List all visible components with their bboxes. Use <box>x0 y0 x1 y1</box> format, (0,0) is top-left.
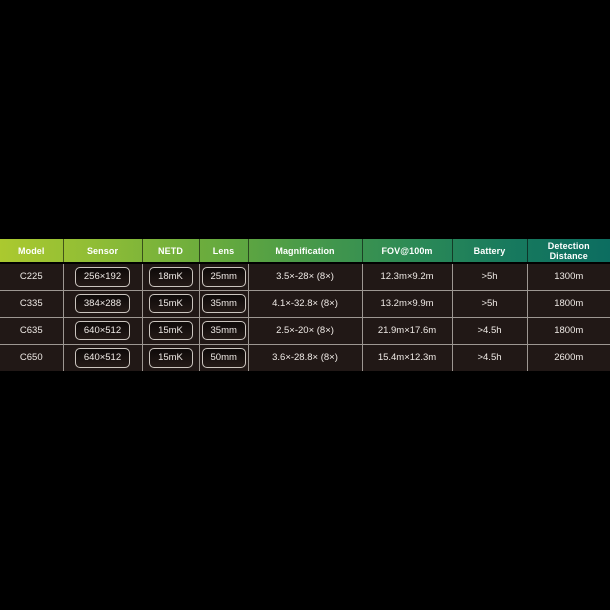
cell-model: C650 <box>0 343 64 371</box>
cell-detection-distance: 1300m <box>554 271 584 283</box>
sensor-value-chip: 640×512 <box>74 320 131 341</box>
cell-model: C335 <box>0 289 64 317</box>
cell-battery: >5h <box>452 263 528 290</box>
netd-value-chip: 18mK <box>148 267 193 287</box>
cell-sensor: 640×512 <box>63 316 143 344</box>
cell-model: C225 <box>0 263 64 290</box>
cell-netd: 15mK <box>142 316 200 344</box>
table-row-c225: C225 256×192 18mK 25mm 3.5×-28× (8×) 12.3m×9.… <box>0 263 610 290</box>
table-row-c650: C650 640×512 15mK 50mm 3.6×-28.8× (8×) 15.4m×… <box>0 343 610 371</box>
cell-lens: 35mm <box>199 289 249 317</box>
cell-fov-100m: 12.3m×9.2m <box>362 263 453 290</box>
cell-detection-distance: 2600m <box>527 343 610 371</box>
column-header-model: Model <box>0 239 64 263</box>
column-header-sensor: Sensor <box>63 239 143 263</box>
netd-value-chip: 15mK <box>148 348 193 368</box>
cell-sensor: 640×512 <box>63 343 143 371</box>
cell-magnification: 3.5×-28× (8×) <box>248 263 363 290</box>
cell-magnification: 3.6×-28.8× (8×) <box>248 343 363 371</box>
table-row-c635: C635 640×512 15mK 35mm 2.5×-20× (8×) 21.9m×17… <box>0 316 610 344</box>
netd-value-chip: 15mK <box>148 320 193 341</box>
cell-magnification: 4.1×-32.8× (8×) <box>248 289 363 317</box>
cell-detection-distance: 1800m <box>527 289 610 317</box>
cell-model: C635 <box>0 316 64 344</box>
sensor-value-chip: 384×288 <box>74 293 131 314</box>
sensor-value-chip: 640×512 <box>74 348 131 368</box>
lens-value-chip: 35mm <box>201 320 246 341</box>
column-header-detection-distance: Detection Distance <box>547 240 590 261</box>
sensor-value-chip: 256×192 <box>74 267 131 287</box>
cell-sensor: 256×192 <box>63 263 143 290</box>
cell-lens: 50mm <box>199 343 249 371</box>
cell-battery: >4.5h <box>452 343 528 371</box>
cell-fov-100m: 15.4m×12.3m <box>362 343 453 371</box>
product-spec-table: Model Sensor NETD Lens Magnification FOV@100m… <box>0 239 610 371</box>
column-header-fov-100m: FOV@100m <box>362 239 453 263</box>
product-spec-table-wrap: Model Sensor NETD Lens Magnification FOV@100m… <box>0 239 610 371</box>
netd-value-chip: 15mK <box>148 293 193 314</box>
cell-sensor: 384×288 <box>63 289 143 317</box>
lens-value-chip: 50mm <box>201 348 246 368</box>
cell-fov-100m: 21.9m×17.6m <box>362 316 453 344</box>
lens-value-chip: 35mm <box>201 293 246 314</box>
column-header-battery: Battery <box>452 239 528 263</box>
cell-netd: 18mK <box>142 263 200 290</box>
column-header-lens: Lens <box>199 239 249 263</box>
lens-value-chip: 25mm <box>201 267 246 287</box>
cell-netd: 15mK <box>142 343 200 371</box>
cell-detection-distance: 1800m <box>527 316 610 344</box>
cell-battery: >5h <box>452 289 528 317</box>
cell-magnification: 2.5×-20× (8×) <box>248 316 363 344</box>
cell-battery: >4.5h <box>452 316 528 344</box>
cell-lens: 35mm <box>199 316 249 344</box>
table-row-c335: C335 384×288 15mK 35mm 4.1×-32.8× (8×) 13.2m×… <box>0 289 610 317</box>
cell-fov-100m: 13.2m×9.9m <box>362 289 453 317</box>
cell-netd: 15mK <box>142 289 200 317</box>
column-header-netd: NETD <box>142 239 200 263</box>
table-header-row: Model Sensor NETD Lens Magnification FOV@100m… <box>0 239 610 263</box>
column-header-magnification: Magnification <box>248 239 363 263</box>
cell-lens: 25mm <box>199 263 249 290</box>
